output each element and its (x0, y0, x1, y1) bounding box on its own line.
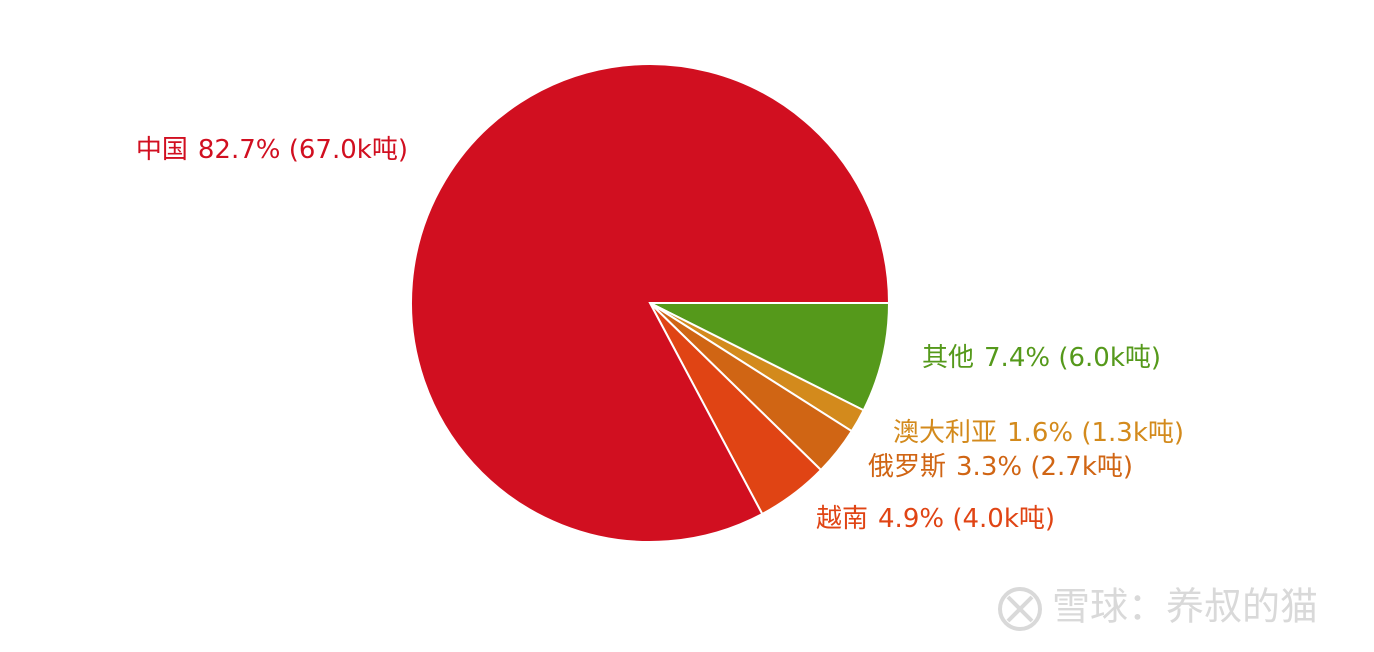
category-label: 中国 (136, 135, 188, 165)
pie-slice (649, 302, 891, 412)
slice-label: 俄罗斯 3.3% (2.7k吨) (868, 452, 1133, 482)
watermark: 雪球：养叔的猫 (1052, 585, 1318, 629)
slice-label: 中国 82.7% (67.0k吨) (136, 135, 408, 165)
pie-slice (410, 63, 891, 543)
slice-label: 其他 7.4% (6.0k吨) (922, 343, 1161, 373)
value-label: 3.3% (2.7k吨) (956, 452, 1133, 482)
value-label: 7.4% (6.0k吨) (984, 343, 1161, 373)
watermark-icon (998, 587, 1042, 631)
slice-label: 越南 4.9% (4.0k吨) (816, 504, 1055, 534)
slice-label: 澳大利亚 1.6% (1.3k吨) (893, 418, 1184, 448)
value-label: 4.9% (4.0k吨) (878, 504, 1055, 534)
value-label: 82.7% (67.0k吨) (198, 135, 408, 165)
category-label: 其他 (922, 343, 974, 373)
category-label: 澳大利亚 (893, 418, 997, 448)
category-label: 越南 (816, 504, 868, 534)
value-label: 1.6% (1.3k吨) (1007, 418, 1184, 448)
category-label: 俄罗斯 (868, 452, 946, 482)
